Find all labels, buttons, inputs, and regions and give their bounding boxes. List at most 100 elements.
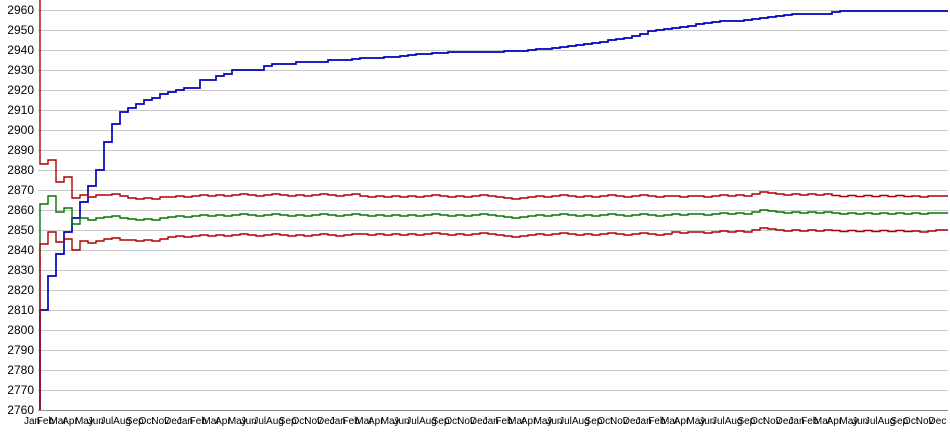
x-axis-tick-label: Mar bbox=[49, 416, 67, 427]
y-axis-tick-label: 2950 bbox=[7, 23, 34, 37]
x-axis-tick-label: Dec bbox=[929, 416, 947, 427]
x-axis-tick-label: Apr bbox=[674, 416, 690, 427]
x-axis-tick-label: Feb bbox=[37, 416, 55, 427]
x-axis-tick-label: Dec bbox=[164, 416, 182, 427]
series-red-upper-band bbox=[39, 0, 948, 200]
x-axis-tick-label: Nov bbox=[763, 416, 781, 427]
x-axis-tick-label: Mar bbox=[202, 416, 220, 427]
x-axis-tick-label: May bbox=[381, 416, 400, 427]
x-axis-tick-label: Nov bbox=[151, 416, 169, 427]
x-axis-tick-label: Mar bbox=[355, 416, 373, 427]
x-axis-tick-label: Dec bbox=[623, 416, 641, 427]
y-axis-tick-label: 2860 bbox=[7, 203, 34, 217]
x-axis-tick-label: Jan bbox=[483, 416, 499, 427]
series-red-lower-band bbox=[39, 227, 948, 410]
x-axis-tick-label: Oct bbox=[444, 416, 460, 427]
x-axis-tick-label: May bbox=[686, 416, 705, 427]
x-axis-tick-label: Aug bbox=[266, 416, 284, 427]
y-axis-tick-label: 2960 bbox=[7, 3, 34, 17]
x-axis-tick-label: Aug bbox=[725, 416, 743, 427]
x-axis-tick-label: Jun bbox=[699, 416, 715, 427]
x-axis-tick-label: Jun bbox=[88, 416, 104, 427]
y-axis-tick-label: 2810 bbox=[7, 303, 34, 317]
series-green-mid-line bbox=[39, 195, 948, 318]
x-axis-tick-label: Apr bbox=[368, 416, 384, 427]
x-axis-tick-label: Aug bbox=[572, 416, 590, 427]
x-axis-tick-label: Jul bbox=[559, 416, 572, 427]
x-axis-tick-label: Sep bbox=[126, 416, 144, 427]
x-axis-tick-label: Jan bbox=[636, 416, 652, 427]
x-axis-tick-label: Jul bbox=[712, 416, 725, 427]
y-axis-tick-label: 2770 bbox=[7, 383, 34, 397]
y-axis-tick-label: 2940 bbox=[7, 43, 34, 57]
x-axis-tick-label: Aug bbox=[878, 416, 896, 427]
y-axis-labels: 2960 2950 2940 2930 2920 2910 2900 2890 2880 2870… bbox=[7, 3, 34, 417]
x-axis-tick-label: Feb bbox=[648, 416, 666, 427]
x-axis-tick-label: Nov bbox=[304, 416, 322, 427]
x-axis-tick-label: Jun bbox=[393, 416, 409, 427]
x-axis-tick-label: Mar bbox=[661, 416, 679, 427]
x-axis-tick-label: Apr bbox=[521, 416, 537, 427]
x-axis-tick-label: Jan bbox=[788, 416, 804, 427]
y-axis-tick-label: 2900 bbox=[7, 123, 34, 137]
x-axis-tick-label: Jul bbox=[253, 416, 266, 427]
x-axis-tick-label: Sep bbox=[279, 416, 297, 427]
x-axis-tick-label: Sep bbox=[585, 416, 603, 427]
series-blue-line bbox=[39, 10, 948, 410]
x-axis-tick-label: Oct bbox=[597, 416, 613, 427]
x-axis-tick-label: May bbox=[839, 416, 858, 427]
x-axis-tick-label: Jan bbox=[330, 416, 346, 427]
y-axis-tick-label: 2910 bbox=[7, 103, 34, 117]
y-axis-tick-label: 2920 bbox=[7, 83, 34, 97]
x-axis-tick-label: Jul bbox=[406, 416, 419, 427]
x-axis-tick-label: Feb bbox=[801, 416, 819, 427]
x-axis-tick-label: Sep bbox=[737, 416, 755, 427]
y-axis-tick-label: 2930 bbox=[7, 63, 34, 77]
x-axis-tick-label: May bbox=[534, 416, 553, 427]
x-axis-tick-label: Oct bbox=[750, 416, 766, 427]
x-axis-tick-label: Feb bbox=[495, 416, 513, 427]
y-axis-tick-label: 2800 bbox=[7, 323, 34, 337]
x-axis-tick-label: Sep bbox=[890, 416, 908, 427]
x-axis-tick-label: May bbox=[228, 416, 247, 427]
x-axis-tick-label: Jul bbox=[865, 416, 878, 427]
y-axis-tick-label: 2820 bbox=[7, 283, 34, 297]
x-axis-tick-label: Jun bbox=[546, 416, 562, 427]
x-axis-tick-label: Nov bbox=[610, 416, 628, 427]
x-axis-tick-label: Dec bbox=[776, 416, 794, 427]
x-axis-tick-label: Oct bbox=[903, 416, 919, 427]
y-axis-tick-label: 2880 bbox=[7, 163, 34, 177]
x-axis-tick-label: Dec bbox=[317, 416, 335, 427]
x-axis-tick-label: Feb bbox=[343, 416, 361, 427]
y-axis-tick-label: 2840 bbox=[7, 243, 34, 257]
x-axis-tick-label: Nov bbox=[916, 416, 934, 427]
x-axis-tick-label: Oct bbox=[139, 416, 155, 427]
y-axis-tick-label: 2780 bbox=[7, 363, 34, 377]
x-axis-tick-label: Aug bbox=[419, 416, 437, 427]
x-axis-tick-label: Jan bbox=[24, 416, 40, 427]
x-axis-tick-label: Jun bbox=[852, 416, 868, 427]
x-axis-tick-label: May bbox=[75, 416, 94, 427]
x-axis-tick-label: Jun bbox=[241, 416, 257, 427]
y-axis-tick-label: 2760 bbox=[7, 403, 34, 417]
y-axis-tick-label: 2870 bbox=[7, 183, 34, 197]
x-axis-tick-label: Mar bbox=[508, 416, 526, 427]
x-axis-tick-label: Apr bbox=[62, 416, 78, 427]
x-axis-tick-label: Apr bbox=[215, 416, 231, 427]
x-axis-tick-label: Oct bbox=[292, 416, 308, 427]
x-axis-tick-label: Dec bbox=[470, 416, 488, 427]
x-axis-tick-label: Jan bbox=[177, 416, 193, 427]
x-axis-tick-label: Apr bbox=[827, 416, 843, 427]
x-axis-tick-label: Jul bbox=[100, 416, 113, 427]
x-axis-tick-label: Feb bbox=[190, 416, 208, 427]
x-axis-tick-label: Nov bbox=[457, 416, 475, 427]
x-axis-tick-label: Aug bbox=[113, 416, 131, 427]
gridlines bbox=[38, 10, 948, 411]
x-axis-tick-label: Mar bbox=[814, 416, 832, 427]
y-axis-tick-label: 2830 bbox=[7, 263, 34, 277]
y-axis-tick-label: 2890 bbox=[7, 143, 34, 157]
x-axis-tick-label: Sep bbox=[432, 416, 450, 427]
